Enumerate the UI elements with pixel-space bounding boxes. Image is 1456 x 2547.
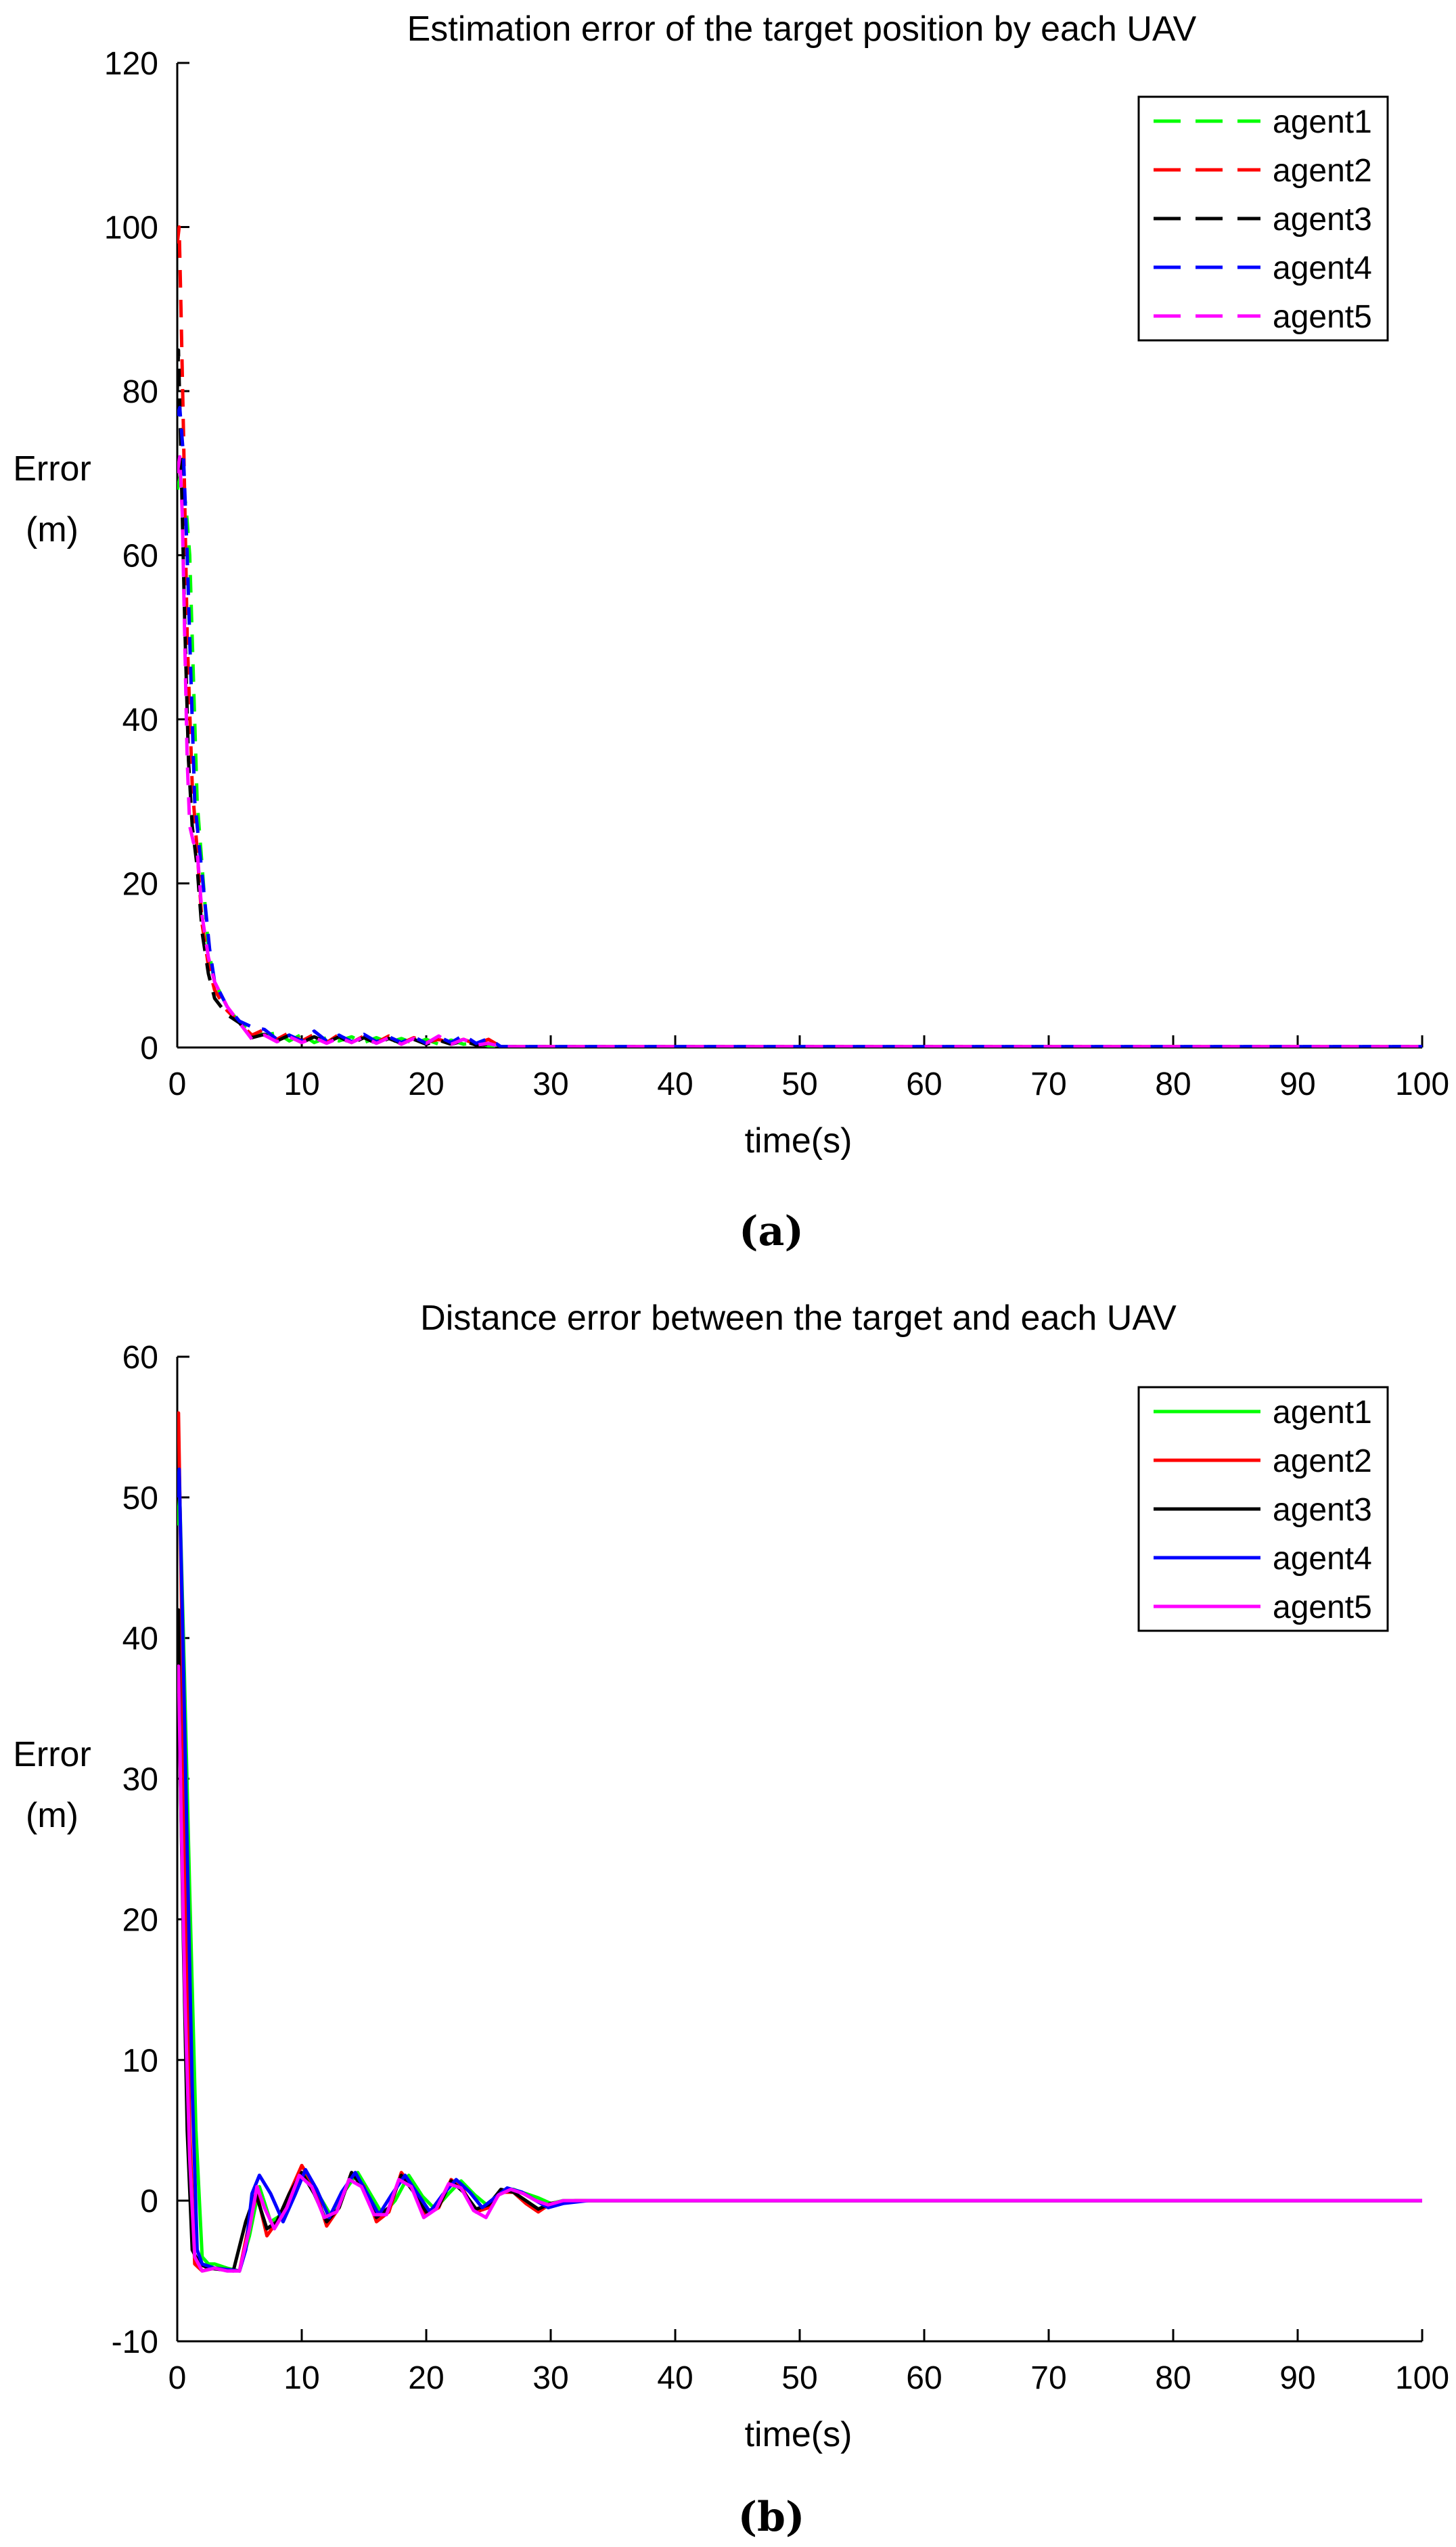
chart-panel-b: Distance error between the target and ea… [13, 1299, 1449, 2541]
legend-label-agent1: agent1 [1273, 104, 1372, 140]
caption-close-paren: ) [784, 1208, 803, 1255]
x-tick-label: 10 [283, 2360, 319, 2396]
x-tick-label: 10 [283, 1066, 319, 1102]
y-tick-label: 60 [122, 1340, 158, 1376]
legend-label-agent4: agent4 [1273, 1541, 1372, 1577]
plot-area [177, 225, 1422, 1047]
y-tick-label: 100 [104, 210, 158, 246]
legend-label-agent5: agent5 [1273, 299, 1372, 335]
caption-close-paren: ) [786, 2494, 804, 2541]
x-axis-label: time(s) [745, 1121, 852, 1160]
x-tick-label: 60 [906, 2360, 942, 2396]
legend-label-agent2: agent2 [1273, 1443, 1372, 1479]
y-tick-label: 120 [104, 46, 158, 82]
x-tick-label: 20 [408, 1066, 444, 1102]
chart-panel-a: Estimation error of the target position … [13, 9, 1449, 1255]
x-tick-label: 30 [532, 1066, 568, 1102]
x-tick-label: 40 [657, 1066, 693, 1102]
x-tick-label: 80 [1155, 1066, 1191, 1102]
x-tick-label: 70 [1030, 1066, 1066, 1102]
caption-open-paren: ( [738, 2494, 757, 2541]
chart-title: Distance error between the target and ea… [420, 1299, 1177, 1338]
plot-area [177, 1411, 1422, 2273]
x-tick-label: 90 [1279, 2360, 1315, 2396]
x-tick-label: 90 [1279, 1066, 1315, 1102]
series-line-agent5 [177, 455, 1422, 1047]
legend-label-agent3: agent3 [1273, 1492, 1372, 1528]
y-tick-label: 40 [122, 1621, 158, 1657]
x-tick-label: 30 [532, 2360, 568, 2396]
x-tick-label: 80 [1155, 2360, 1191, 2396]
x-tick-label: 0 [168, 2360, 187, 2396]
panel-caption-b: (b) [738, 2494, 805, 2541]
x-tick-label: 0 [168, 1066, 187, 1102]
x-tick-label: 60 [906, 1066, 942, 1102]
y-tick-label: 30 [122, 1762, 158, 1798]
legend-label-agent3: agent3 [1273, 202, 1372, 238]
panel-caption-a: (a) [739, 1208, 804, 1255]
y-axis-label: Error [13, 449, 91, 489]
y-tick-label: 40 [122, 702, 158, 738]
legend-label-agent1: agent1 [1273, 1395, 1372, 1430]
y-tick-label: 10 [122, 2043, 158, 2079]
series-line-agent5 [177, 1664, 1422, 2273]
legend: agent1 agent2 agent3 agent4 agent5 [1137, 95, 1389, 342]
x-axis-label: time(s) [745, 2415, 852, 2454]
y-tick-label: 0 [140, 1031, 158, 1066]
y-axis-label-unit: (m) [26, 510, 78, 549]
y-tick-label: 20 [122, 867, 158, 903]
x-tick-label: 50 [781, 2360, 817, 2396]
caption-letter: b [757, 2494, 786, 2541]
legend: agent1 agent2 agent3 agent4 agent5 [1137, 1386, 1389, 1632]
y-tick-label: 0 [140, 2184, 158, 2219]
x-tick-label: 70 [1030, 2360, 1066, 2396]
legend-label-agent2: agent2 [1273, 153, 1372, 189]
y-axis-label: Error [13, 1735, 91, 1774]
legend-label-agent4: agent4 [1273, 250, 1372, 286]
x-tick-label: 100 [1395, 1066, 1449, 1102]
caption-open-paren: ( [739, 1208, 758, 1255]
y-tick-label: 20 [122, 1902, 158, 1938]
x-tick-label: 50 [781, 1066, 817, 1102]
chart-title: Estimation error of the target position … [407, 9, 1197, 49]
x-tick-label: 100 [1395, 2360, 1449, 2396]
x-tick-label: 40 [657, 2360, 693, 2396]
y-tick-label: 60 [122, 539, 158, 574]
tick-group: 0 10 20 30 40 50 60 70 80 90 100 -10 0 10 20 30 40 50 60 [112, 1340, 1449, 2396]
legend-label-agent5: agent5 [1273, 1590, 1372, 1625]
caption-letter: a [758, 1208, 785, 1255]
y-tick-label: 80 [122, 374, 158, 410]
y-axis-label-unit: (m) [26, 1796, 78, 1835]
x-tick-label: 20 [408, 2360, 444, 2396]
y-tick-label: 50 [122, 1481, 158, 1516]
y-tick-label: -10 [112, 2324, 158, 2360]
